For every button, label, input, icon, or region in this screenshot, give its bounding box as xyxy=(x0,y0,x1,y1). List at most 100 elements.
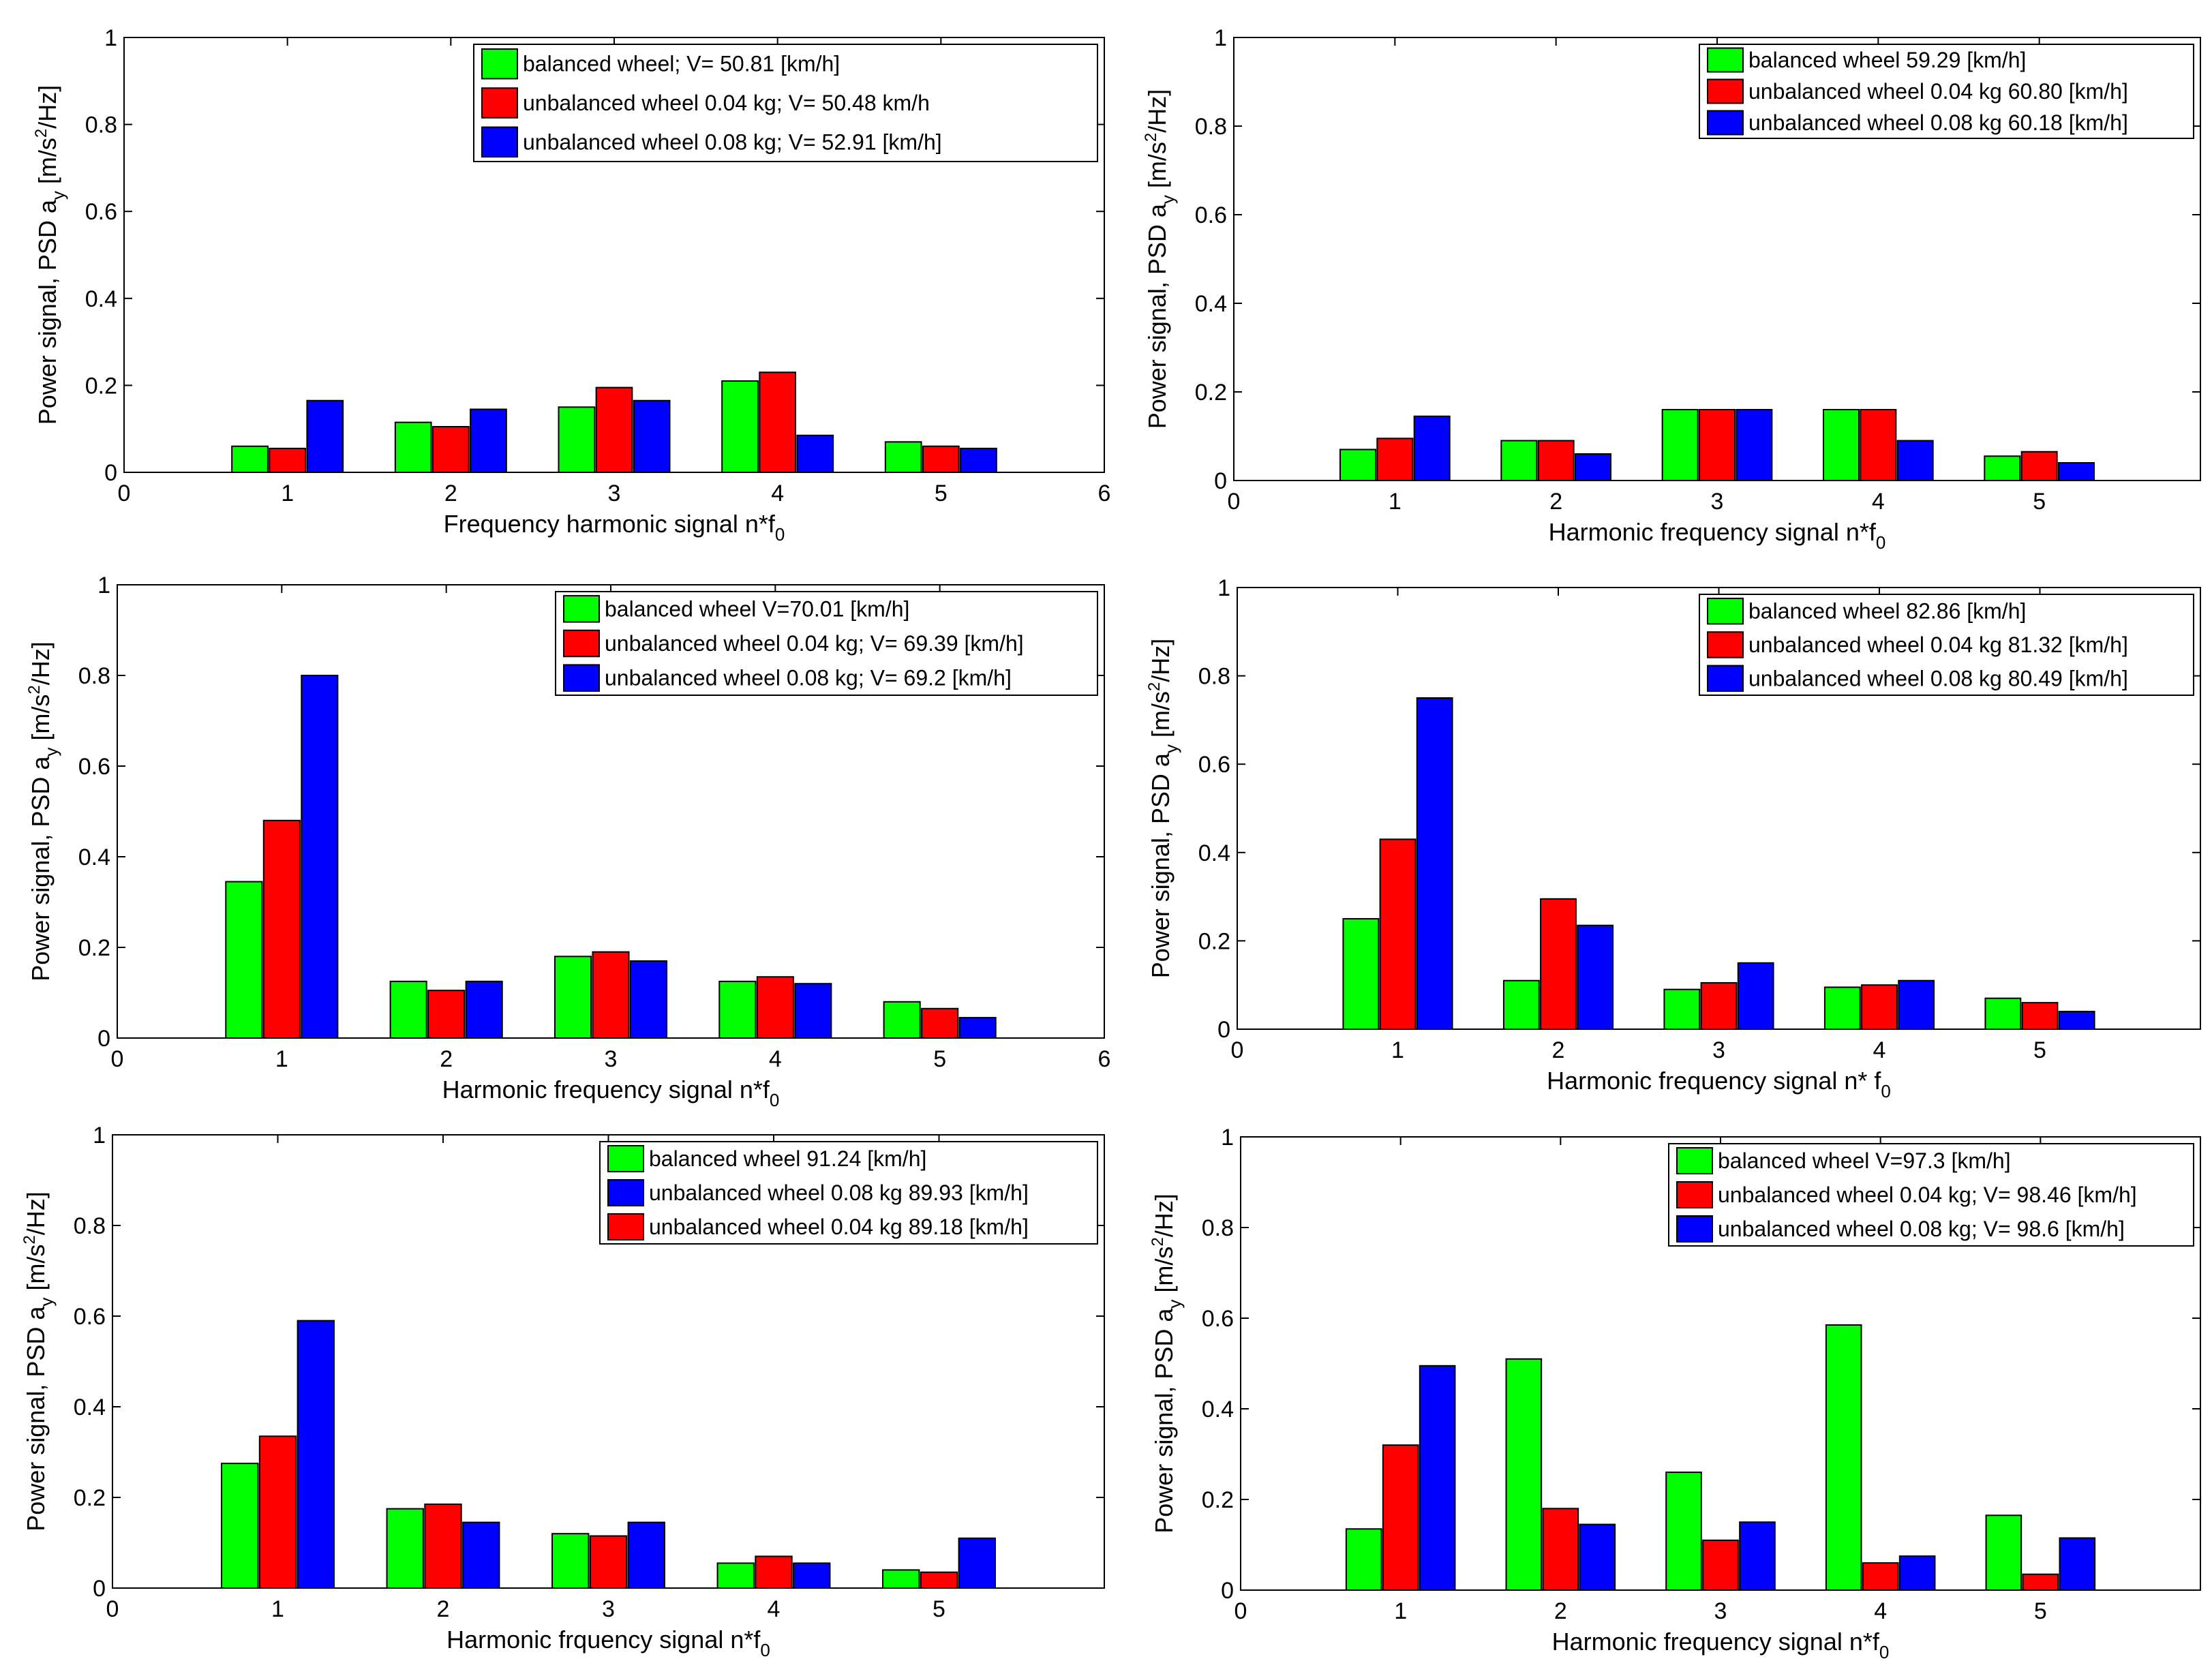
y-tick-label: 0.8 xyxy=(85,112,117,138)
y-tick-label: 0.4 xyxy=(1195,291,1227,317)
chart-panel-1: 0 1 2 3 4 5 6 0 0.2 0.4 0.6 0.8 1 Frequency harmonic … xyxy=(32,25,1110,545)
legend-swatch-green xyxy=(563,595,600,623)
legend: balanced wheel V=70.01 [km/h] unbalanced … xyxy=(555,591,1098,696)
legend: balanced wheel V=97.3 [km/h] unbalanced w… xyxy=(1668,1143,2194,1247)
x-axis-label: Harmonic frequency signal n* f0 xyxy=(1547,1067,1891,1101)
bar-blue-3 xyxy=(627,1521,665,1589)
y-tick-label: 0.6 xyxy=(1202,1306,1234,1332)
legend-swatch-blue xyxy=(607,1179,644,1206)
legend-swatch-blue xyxy=(1676,1215,1713,1243)
y-axis-label: Power signal, PSD ay [m/s2/Hz] xyxy=(20,1191,57,1532)
x-tick-label: 2 xyxy=(440,1046,453,1072)
chart-panel-5: 0 1 2 3 4 5 0 0.2 0.4 0.6 0.8 1 Harmonic frquency si… xyxy=(20,1123,1105,1660)
y-tick-label: 0.8 xyxy=(74,1213,106,1239)
legend-box xyxy=(1699,44,2194,139)
y-tick-label: 0.4 xyxy=(78,844,110,870)
legend-entry: unbalanced wheel 0.08 kg; V= 52.91 [km/h… xyxy=(523,129,942,154)
bar-green-1 xyxy=(1339,448,1376,481)
x-tick-label: 2 xyxy=(1549,489,1562,515)
x-tick-label: 5 xyxy=(933,1596,945,1622)
x-tick-label: 3 xyxy=(608,481,621,506)
bar-red-3 xyxy=(1700,981,1738,1030)
y-tick-label: 0.8 xyxy=(1195,114,1227,140)
bar-blue-1 xyxy=(1413,415,1451,481)
bar-blue-3 xyxy=(629,960,668,1039)
x-tick-label: 6 xyxy=(1098,1046,1111,1072)
bar-red-2 xyxy=(427,990,466,1039)
bar-green-4 xyxy=(721,380,759,474)
x-tick-label: 3 xyxy=(605,1046,618,1072)
legend-entry: balanced wheel V=70.01 [km/h] xyxy=(605,596,909,621)
legend-box xyxy=(599,1141,1098,1245)
bar-green-2 xyxy=(386,1508,424,1589)
bar-green-3 xyxy=(558,406,596,473)
bar-green-3 xyxy=(551,1533,590,1589)
y-tick-label: 0 xyxy=(104,460,117,486)
y-axis-label: Power signal, PSD ay [m/s2/Hz] xyxy=(1145,639,1181,979)
bar-green-5 xyxy=(882,1569,920,1589)
chart-panel-3: 0 1 2 3 4 5 6 0 0.2 0.4 0.6 0.8 1 Harmonic frequency … xyxy=(25,573,1110,1110)
bar-red-3 xyxy=(595,386,633,474)
legend-box xyxy=(555,591,1098,696)
x-tick-label: 0 xyxy=(118,481,131,506)
legend-swatch-blue xyxy=(481,126,518,158)
y-tick-label: 0.2 xyxy=(1202,1487,1234,1513)
bar-blue-4 xyxy=(1896,440,1934,481)
x-tick-label: 0 xyxy=(106,1596,119,1622)
y-tick-label: 0.4 xyxy=(74,1395,106,1420)
bar-blue-5 xyxy=(960,447,997,473)
x-tick-label: 1 xyxy=(281,481,294,506)
x-tick-label: 6 xyxy=(1098,481,1111,506)
chart-panel-4: 0 1 2 3 4 5 0 0.2 0.4 0.6 0.8 1 Harmonic frequency s… xyxy=(1145,575,2201,1101)
x-tick-label: 3 xyxy=(1714,1598,1727,1624)
x-tick-label: 0 xyxy=(1231,1037,1244,1063)
chart-panel-6: 0 1 2 3 4 5 0 0.2 0.4 0.6 0.8 1 Harmonic frequency s… xyxy=(1149,1125,2201,1661)
x-tick-label: 1 xyxy=(275,1046,288,1072)
legend-swatch-blue xyxy=(1707,665,1744,692)
y-tick-label: 0.4 xyxy=(85,286,117,312)
bar-blue-5 xyxy=(2058,462,2095,481)
bar-green-3 xyxy=(1661,409,1699,481)
legend-entry: balanced wheel 82.86 [km/h] xyxy=(1748,599,2026,624)
bar-blue-1 xyxy=(1419,1365,1456,1591)
chart-panel-2: 0 1 2 3 4 5 0 0.2 0.4 0.6 0.8 1 Harmonic frequency s… xyxy=(1142,25,2201,553)
y-tick-label: 1 xyxy=(93,1123,106,1148)
bar-blue-4 xyxy=(1898,1555,1936,1591)
x-axis-label: Frequency harmonic signal n*f0 xyxy=(444,510,785,545)
bar-red-5 xyxy=(922,445,960,473)
bar-green-1 xyxy=(1342,918,1380,1030)
bar-blue-2 xyxy=(1579,1523,1616,1591)
y-tick-label: 1 xyxy=(104,25,117,51)
bar-green-3 xyxy=(1665,1472,1702,1591)
y-tick-label: 1 xyxy=(97,573,110,598)
x-axis-label: Harmonic frequency signal n*f0 xyxy=(1549,518,1886,553)
legend-entry: balanced wheel V=97.3 [km/h] xyxy=(1718,1148,2011,1173)
bar-green-2 xyxy=(389,980,427,1039)
bar-blue-5 xyxy=(2059,1537,2096,1591)
x-axis-label: Harmonic frequency signal n*f0 xyxy=(442,1076,780,1110)
bar-blue-3 xyxy=(1739,1521,1776,1591)
bar-red-2 xyxy=(1537,440,1575,481)
legend-entry: unbalanced wheel 0.04 kg; V= 50.48 km/h xyxy=(523,91,930,115)
y-tick-label: 0.6 xyxy=(85,199,117,225)
legend-swatch-red xyxy=(563,629,600,658)
bar-green-4 xyxy=(1822,409,1860,481)
bar-red-4 xyxy=(759,371,797,474)
x-tick-label: 0 xyxy=(1234,1598,1247,1624)
y-axis-label: Power signal, PSD ay [m/s2/Hz] xyxy=(25,641,61,981)
x-tick-label: 5 xyxy=(935,481,948,506)
bar-green-3 xyxy=(1663,988,1701,1031)
bar-blue-4 xyxy=(796,434,834,474)
bar-blue-3 xyxy=(1737,962,1774,1031)
bar-green-5 xyxy=(883,1001,921,1039)
bar-blue-1 xyxy=(301,675,339,1039)
y-tick-label: 0.2 xyxy=(1195,380,1227,406)
x-tick-label: 2 xyxy=(1552,1037,1565,1063)
bar-red-3 xyxy=(589,1535,628,1589)
x-tick-label: 5 xyxy=(2033,1037,2046,1063)
legend-entry: unbalanced wheel 0.08 kg 89.93 [km/h] xyxy=(649,1180,1029,1205)
x-tick-label: 1 xyxy=(1391,1037,1404,1063)
legend-swatch-green xyxy=(1676,1147,1713,1174)
legend-entry: unbalanced wheel 0.04 kg; V= 69.39 [km/h… xyxy=(605,631,1024,656)
